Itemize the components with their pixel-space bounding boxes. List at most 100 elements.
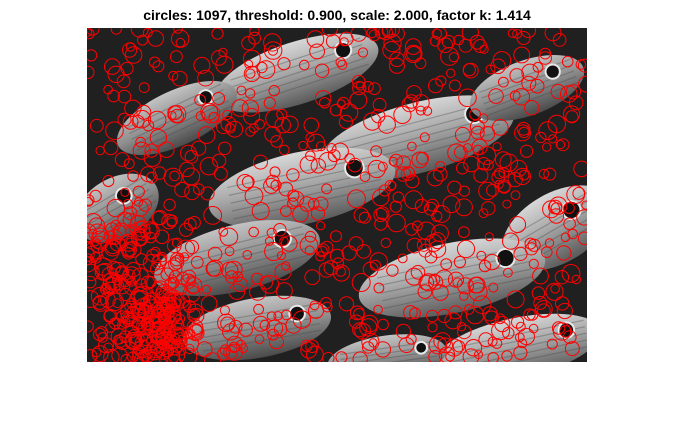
detected-circle	[166, 293, 185, 312]
detected-circle	[406, 46, 422, 62]
detected-circle	[384, 179, 396, 192]
detected-circle	[503, 267, 513, 278]
detected-circle	[387, 181, 397, 191]
detected-circle	[211, 28, 224, 40]
detected-circle	[539, 47, 552, 60]
detected-circle	[305, 132, 315, 143]
detected-circle	[200, 186, 215, 201]
detected-circle	[389, 200, 402, 213]
detected-circle	[437, 308, 452, 324]
detected-circle	[462, 348, 480, 362]
detected-circle	[126, 277, 137, 287]
detected-circle	[105, 238, 121, 255]
detected-circle	[433, 166, 448, 182]
detected-circle	[203, 206, 223, 225]
detected-circle	[89, 118, 104, 133]
detected-circle	[502, 199, 512, 209]
detected-circle	[299, 59, 310, 71]
detected-circle	[511, 315, 525, 329]
detected-circle	[316, 141, 327, 152]
detected-circle	[139, 334, 152, 347]
detected-circle	[473, 167, 489, 183]
detected-circle	[403, 305, 418, 320]
detected-circle	[148, 325, 159, 336]
detected-circle	[110, 28, 122, 35]
detected-circle	[264, 126, 281, 143]
detected-circle	[136, 308, 154, 325]
detected-circle	[541, 246, 553, 258]
detected-circle	[417, 221, 436, 241]
detected-circle	[87, 263, 100, 282]
detected-circle	[320, 297, 332, 309]
detected-circle	[347, 189, 366, 209]
detected-circle	[165, 316, 177, 328]
detected-circle	[287, 189, 300, 202]
detected-circle	[335, 57, 346, 68]
detected-circle	[248, 226, 259, 238]
detected-circle	[542, 142, 552, 152]
detected-circle	[366, 28, 378, 39]
detected-circle	[548, 134, 558, 144]
detected-circle	[94, 257, 113, 276]
detected-circle	[87, 213, 102, 231]
detected-circle	[167, 110, 177, 121]
detected-circle	[563, 202, 575, 214]
detected-circle	[122, 243, 136, 257]
detected-circle	[127, 351, 139, 362]
detected-circle	[125, 237, 138, 249]
detected-circle	[357, 47, 369, 58]
detected-circle	[248, 31, 262, 45]
detected-circle	[310, 158, 327, 174]
detected-circle	[305, 150, 316, 162]
detected-circle	[410, 265, 426, 280]
detected-circle	[411, 151, 429, 169]
detected-circle	[448, 305, 463, 320]
detected-circle	[498, 76, 509, 88]
detected-circle	[444, 312, 462, 330]
detected-circle	[222, 323, 240, 341]
detected-circle	[356, 244, 372, 259]
detected-circle	[103, 349, 120, 362]
detected-circle	[370, 145, 383, 158]
detected-circle	[109, 235, 126, 252]
detected-circle	[249, 28, 260, 37]
detected-circle	[319, 97, 331, 109]
detected-circle	[472, 295, 492, 315]
detected-circle	[216, 119, 231, 135]
detected-circle	[144, 143, 159, 158]
detected-circle	[486, 183, 499, 197]
detected-circle	[404, 38, 422, 55]
detected-circle	[459, 291, 469, 301]
detected-circle	[577, 231, 587, 246]
detected-circle	[103, 342, 114, 353]
detected-circle	[550, 284, 560, 294]
detected-circle	[241, 175, 255, 189]
detected-circle	[478, 113, 489, 124]
detected-circle	[138, 349, 151, 362]
detected-circle	[133, 352, 150, 362]
detected-circle	[92, 295, 109, 312]
detected-circle	[401, 96, 418, 113]
detected-circle	[462, 63, 476, 77]
detected-circle	[129, 224, 139, 234]
detected-circles	[87, 28, 587, 362]
detected-circle	[238, 343, 249, 354]
detected-circle	[87, 290, 100, 308]
detected-circle	[131, 199, 149, 217]
detected-circle	[183, 217, 197, 231]
detected-circle	[352, 322, 367, 338]
detected-circle	[516, 121, 531, 136]
detected-circle	[105, 292, 124, 312]
detected-circle	[518, 169, 530, 181]
detected-circle	[242, 250, 253, 260]
detected-circle	[219, 227, 239, 247]
detected-circle	[253, 303, 265, 315]
detected-circle	[351, 273, 371, 292]
detected-circle	[144, 275, 157, 289]
detected-circle	[404, 190, 424, 210]
detected-circle	[368, 338, 378, 348]
detected-circle	[268, 85, 280, 97]
detected-circle	[107, 89, 120, 103]
detected-circle	[236, 85, 247, 96]
detected-circle	[429, 35, 441, 47]
